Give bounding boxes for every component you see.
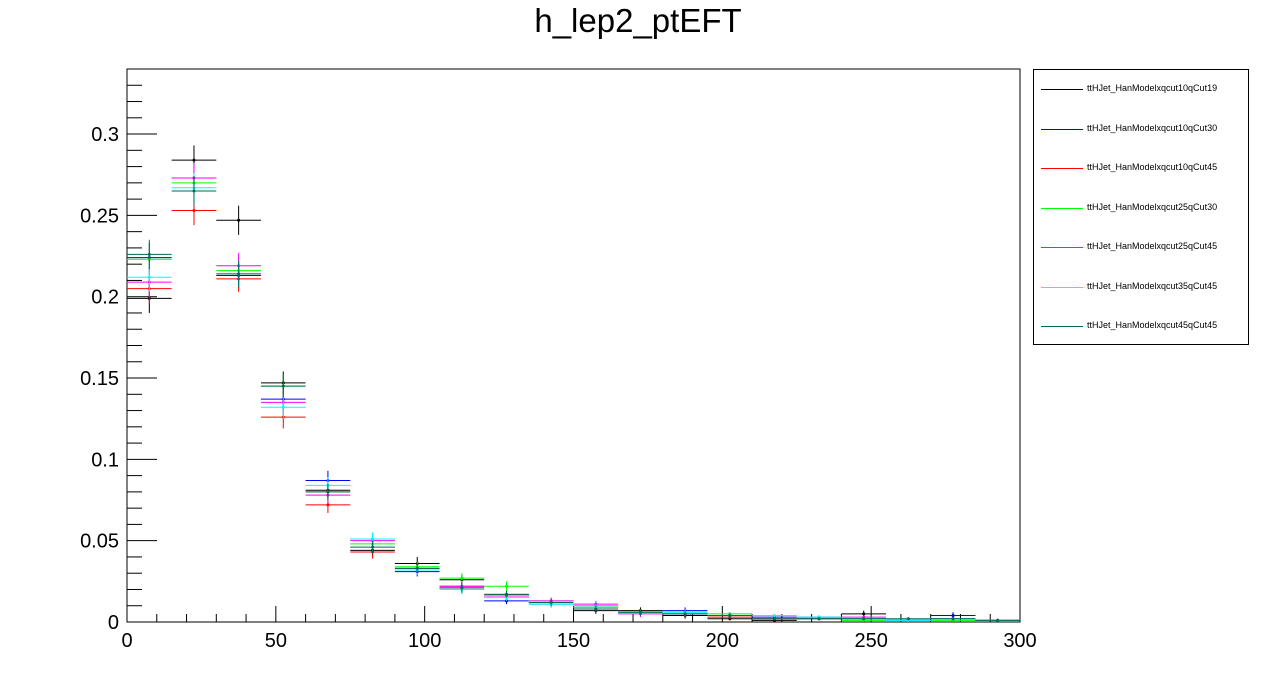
data-point bbox=[192, 158, 196, 162]
data-point bbox=[415, 566, 419, 570]
data-point bbox=[281, 405, 285, 409]
legend-entry: ttHJet_HanModelxqcut25qCut45 bbox=[1034, 238, 1250, 258]
series-6 bbox=[127, 173, 1020, 622]
y-tick-label: 0.3 bbox=[91, 124, 119, 146]
data-point bbox=[594, 607, 598, 611]
legend-entry: ttHJet_HanModelxqcut10qCut19 bbox=[1034, 80, 1250, 100]
data-point bbox=[326, 490, 330, 494]
legend-label: ttHJet_HanModelxqcut35qCut45 bbox=[1087, 280, 1218, 291]
data-point bbox=[728, 613, 732, 617]
legend-swatch bbox=[1041, 286, 1083, 288]
x-tick-label: 100 bbox=[408, 630, 441, 652]
x-tick-label: 150 bbox=[557, 630, 590, 652]
legend-label: ttHJet_HanModelxqcut10qCut45 bbox=[1087, 162, 1218, 172]
data-point bbox=[460, 586, 464, 590]
plot-frame bbox=[126, 68, 1021, 623]
x-tick-label: 200 bbox=[706, 630, 739, 652]
legend-entry: ttHJet_HanModelxqcut10qCut45 bbox=[1034, 159, 1250, 179]
legend-label: ttHJet_HanModelxqcut10qCut30 bbox=[1087, 122, 1218, 133]
data-point bbox=[326, 503, 330, 507]
data-point bbox=[281, 384, 285, 388]
x-tick-label: 250 bbox=[854, 630, 887, 652]
data-point bbox=[192, 189, 196, 193]
y-tick-label: 0.05 bbox=[80, 531, 119, 553]
data-point bbox=[862, 617, 866, 621]
legend-entry: ttHJet_HanModelxqcut25qCut30 bbox=[1034, 199, 1250, 219]
y-tick-label: 0 bbox=[108, 612, 119, 634]
series-1 bbox=[127, 145, 1020, 622]
legend-swatch bbox=[1041, 247, 1083, 248]
data-point bbox=[147, 252, 151, 256]
data-point bbox=[237, 272, 241, 276]
y-tick-label: 0.25 bbox=[80, 205, 119, 227]
legend-swatch bbox=[1041, 207, 1083, 209]
data-point bbox=[147, 275, 151, 279]
data-point bbox=[192, 209, 196, 213]
data-point bbox=[862, 612, 866, 616]
legend: ttHJet_HanModelxqcut10qCut19 ttHJet_HanMo… bbox=[1033, 69, 1249, 345]
x-tick-label: 0 bbox=[121, 630, 132, 652]
legend-swatch bbox=[1041, 128, 1083, 130]
legend-swatch bbox=[1041, 168, 1083, 169]
data-point bbox=[996, 618, 1000, 622]
axes: 0 50 100 150 200 250 300 0 0.05 0.1 0.15 0.2 0.25 0.3 bbox=[80, 68, 1037, 652]
legend-swatch bbox=[1041, 326, 1083, 327]
legend-label: ttHJet_HanModelxqcut25qCut45 bbox=[1087, 241, 1218, 251]
legend-entry: ttHJet_HanModelxqcut45qCut45 bbox=[1034, 317, 1250, 337]
legend-entry: ttHJet_HanModelxqcut10qCut30 bbox=[1034, 120, 1250, 140]
legend-label: ttHJet_HanModelxqcut45qCut45 bbox=[1087, 320, 1218, 330]
x-tick-label: 50 bbox=[265, 630, 287, 652]
y-tick-label: 0.15 bbox=[80, 368, 119, 390]
series-layer bbox=[127, 145, 1020, 622]
legend-label: ttHJet_HanModelxqcut10qCut19 bbox=[1087, 83, 1218, 93]
data-point bbox=[683, 612, 687, 616]
data-point bbox=[951, 613, 955, 617]
series-4 bbox=[127, 168, 1020, 622]
x-tick-label: 300 bbox=[1003, 630, 1036, 652]
data-point bbox=[951, 617, 955, 621]
data-point bbox=[237, 218, 241, 222]
series-5 bbox=[127, 163, 1020, 622]
data-point bbox=[371, 545, 375, 549]
series-3 bbox=[127, 195, 1020, 622]
legend-swatch bbox=[1041, 89, 1083, 90]
legend-label: ttHJet_HanModelxqcut25qCut30 bbox=[1087, 201, 1218, 212]
data-point bbox=[505, 584, 509, 588]
y-tick-label: 0.1 bbox=[91, 449, 119, 471]
legend-entry: ttHJet_HanModelxqcut35qCut45 bbox=[1034, 278, 1250, 298]
data-point bbox=[772, 613, 776, 617]
series-2 bbox=[127, 163, 1020, 622]
data-point bbox=[772, 617, 776, 621]
data-point bbox=[906, 617, 910, 621]
data-point bbox=[371, 537, 375, 541]
chart-title: h_lep2_ptEFT bbox=[534, 2, 742, 39]
y-tick-label: 0.2 bbox=[91, 287, 119, 309]
data-point bbox=[817, 617, 821, 621]
data-point bbox=[638, 610, 642, 614]
series-7 bbox=[127, 176, 1020, 622]
data-point bbox=[505, 592, 509, 596]
data-point bbox=[549, 600, 553, 604]
data-point bbox=[460, 576, 464, 580]
